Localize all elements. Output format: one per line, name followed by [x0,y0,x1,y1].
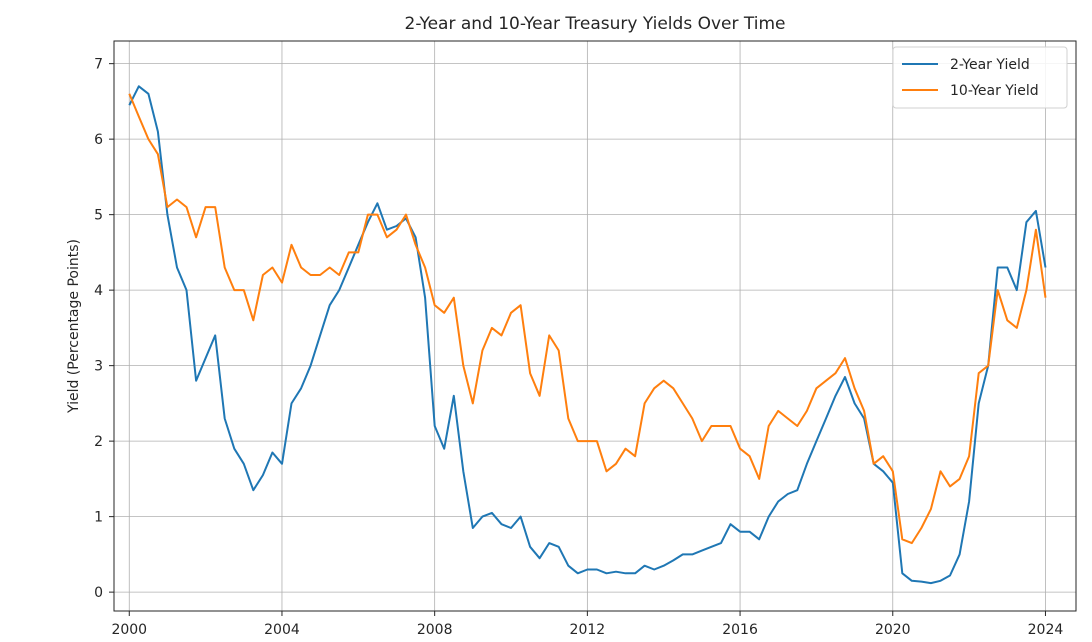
x-tick-label: 2004 [264,622,300,638]
series-layer [128,85,1047,585]
x-tick-label: 2016 [722,622,758,638]
y-axis: 0 1 2 3 4 5 6 7 [94,57,114,601]
series-line-10-year [128,93,1047,545]
y-tick-label: 5 [94,208,103,224]
legend-label-10-year: 10-Year Yield [950,83,1039,99]
x-tick-label: 2024 [1028,622,1064,638]
x-tick-label: 2020 [875,622,911,638]
y-tick-label: 3 [94,359,103,375]
y-tick-label: 6 [94,132,103,148]
series-line-2-year [128,85,1047,585]
x-tick-label: 2012 [570,622,606,638]
legend-label-2-year: 2-Year Yield [950,57,1030,73]
x-tick-label: 2000 [111,622,147,638]
y-tick-label: 2 [94,434,103,450]
y-axis-label: Yield (Percentage Points) [66,239,82,414]
y-tick-label: 0 [94,585,103,601]
legend-box [892,46,1068,109]
x-axis: 2000 2004 2008 2012 2016 2020 2024 [111,611,1063,638]
x-tick-label: 2008 [417,622,453,638]
y-tick-label: 1 [94,510,103,526]
y-tick-label: 4 [94,283,103,299]
y-tick-label: 7 [94,57,103,73]
chart-title: 2-Year and 10-Year Treasury Yields Over … [405,14,786,34]
legend: 2-Year Yield 10-Year Yield [892,46,1068,109]
plot-frame [113,40,1077,612]
